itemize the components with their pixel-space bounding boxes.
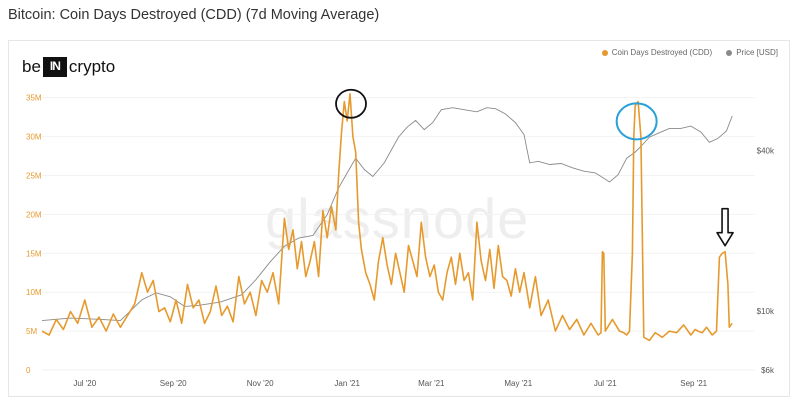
left-axis-tick-3: 15M bbox=[26, 249, 42, 258]
left-axis-tick-5: 25M bbox=[26, 171, 42, 180]
beincrypto-logo: be IN crypto bbox=[22, 56, 115, 78]
x-axis-tick-5: May '21 bbox=[504, 379, 532, 388]
legend-dot-price bbox=[726, 49, 733, 56]
annotation-circle-blue bbox=[615, 102, 658, 141]
x-axis-tick-0: Jul '20 bbox=[73, 379, 96, 388]
left-axis-tick-2: 10M bbox=[26, 288, 42, 297]
right-axis-tick-2: $40k bbox=[757, 147, 775, 156]
x-axis-tick-3: Jan '21 bbox=[334, 379, 360, 388]
glassnode-watermark: glassnode bbox=[265, 187, 530, 250]
left-axis-tick-0: 0 bbox=[26, 366, 31, 375]
legend-label-price: Price [USD] bbox=[736, 48, 778, 57]
left-axis-tick-6: 30M bbox=[26, 133, 42, 142]
left-axis-tick-1: 5M bbox=[26, 327, 37, 336]
x-axis-tick-7: Sep '21 bbox=[680, 379, 707, 388]
annotation-circle-black bbox=[335, 88, 367, 119]
series-line-cdd bbox=[41, 93, 733, 342]
x-axis-tick-2: Nov '20 bbox=[247, 379, 274, 388]
legend-label-cdd: Coin Days Destroyed (CDD) bbox=[611, 48, 713, 57]
logo-prefix: be bbox=[22, 57, 41, 76]
chart-panel bbox=[8, 40, 790, 397]
series-line-price bbox=[41, 107, 733, 322]
right-axis-tick-0: $6k bbox=[761, 366, 775, 375]
x-axis-tick-4: Mar '21 bbox=[418, 379, 445, 388]
legend-item-cdd[interactable]: Coin Days Destroyed (CDD) bbox=[601, 48, 713, 57]
left-axis-tick-7: 35M bbox=[26, 94, 42, 103]
annotation-down-arrow bbox=[716, 207, 734, 247]
page-title: Bitcoin: Coin Days Destroyed (CDD) (7d M… bbox=[8, 7, 380, 23]
legend-dot-cdd bbox=[601, 49, 608, 56]
x-axis-tick-1: Sep '20 bbox=[160, 379, 187, 388]
logo-suffix: crypto bbox=[68, 57, 116, 76]
legend-item-price[interactable]: Price [USD] bbox=[726, 48, 778, 57]
x-axis-tick-6: Jul '21 bbox=[594, 379, 617, 388]
right-axis-tick-1: $10k bbox=[757, 307, 775, 316]
left-axis-tick-4: 20M bbox=[26, 210, 42, 219]
logo-mark: IN bbox=[42, 57, 67, 77]
chart-legend: Coin Days Destroyed (CDD) Price [USD] bbox=[601, 48, 778, 57]
